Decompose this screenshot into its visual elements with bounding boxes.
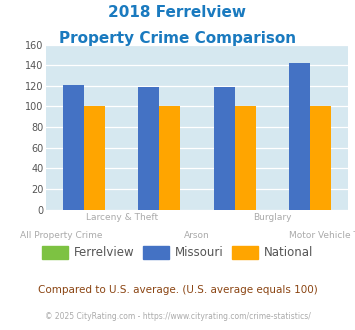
Bar	[214, 87, 235, 210]
Bar	[235, 106, 256, 210]
Text: Arson: Arson	[184, 231, 210, 240]
Legend: Ferrelview, Missouri, National: Ferrelview, Missouri, National	[37, 241, 318, 264]
Bar	[84, 106, 105, 210]
Text: Compared to U.S. average. (U.S. average equals 100): Compared to U.S. average. (U.S. average …	[38, 285, 317, 295]
Bar	[138, 87, 159, 210]
Text: © 2025 CityRating.com - https://www.cityrating.com/crime-statistics/: © 2025 CityRating.com - https://www.city…	[45, 312, 310, 321]
Bar	[63, 85, 84, 210]
Text: 2018 Ferrelview: 2018 Ferrelview	[109, 5, 246, 20]
Bar	[159, 106, 180, 210]
Bar	[289, 63, 310, 210]
Text: Property Crime Comparison: Property Crime Comparison	[59, 31, 296, 46]
Text: Motor Vehicle Theft: Motor Vehicle Theft	[289, 231, 355, 240]
Bar	[310, 106, 331, 210]
Text: All Property Crime: All Property Crime	[20, 231, 103, 240]
Text: Larceny & Theft: Larceny & Theft	[86, 213, 158, 222]
Text: Burglary: Burglary	[253, 213, 292, 222]
